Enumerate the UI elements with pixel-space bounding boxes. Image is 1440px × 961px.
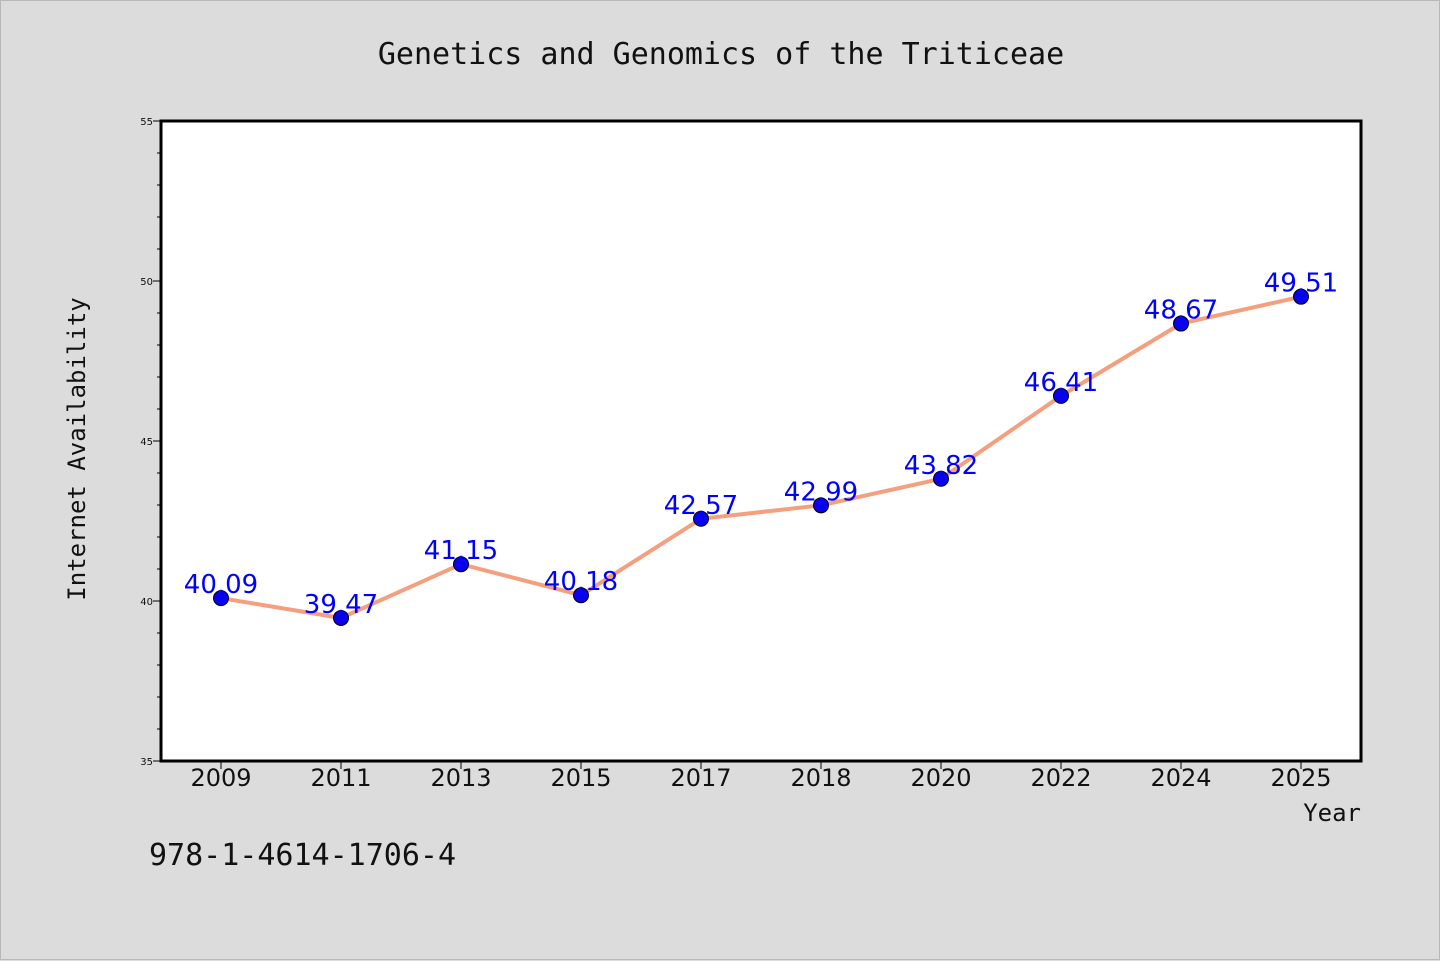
data-label: 41.15 — [424, 536, 498, 566]
x-tick-label: 2024 — [1150, 764, 1211, 792]
y-tick-label: 40 — [140, 597, 153, 608]
data-label: 46.41 — [1024, 368, 1098, 398]
x-axis-label: Year — [1303, 799, 1361, 827]
data-markers — [213, 288, 1309, 626]
data-point — [933, 470, 949, 487]
data-point — [333, 609, 349, 626]
isbn-annotation: 978-1-4614-1706-4 — [149, 838, 456, 873]
data-point — [1293, 288, 1309, 305]
data-point — [213, 590, 229, 607]
plot-frame — [159, 119, 1363, 763]
y-tick-label: 55 — [140, 117, 153, 128]
x-tick-label: 2018 — [790, 764, 851, 792]
plot-area — [161, 121, 1361, 761]
series-line — [219, 294, 1303, 620]
data-label: 39.47 — [304, 590, 378, 620]
chart-title: Genetics and Genomics of the Triticeae — [378, 37, 1064, 72]
x-tick-label: 2009 — [190, 764, 251, 792]
data-point — [453, 556, 469, 573]
data-label: 49.51 — [1264, 269, 1338, 299]
x-tick-label: 2011 — [310, 764, 371, 792]
y-tick-label: 35 — [140, 757, 153, 768]
data-label: 42.57 — [664, 491, 738, 521]
data-label: 48.67 — [1144, 296, 1218, 326]
data-point — [813, 497, 829, 514]
data-point — [573, 587, 589, 604]
x-tick-label: 2015 — [550, 764, 611, 792]
x-tick-label: 2022 — [1030, 764, 1091, 792]
x-tick-label: 2013 — [430, 764, 491, 792]
data-label: 40.18 — [544, 567, 618, 597]
x-tick-label: 2025 — [1270, 764, 1331, 792]
x-axis-ticks: 2009 2011 2013 2015 2017 2018 2020 2022 2024 2025 — [190, 761, 1332, 792]
data-label: 40.09 — [184, 570, 258, 600]
data-point — [1173, 315, 1189, 332]
data-point — [1053, 387, 1069, 404]
y-tick-label: 50 — [140, 277, 153, 288]
y-tick-label: 45 — [140, 437, 153, 448]
data-labels: 40.09 39.47 41.15 40.18 42.57 42.99 43.82 46.41… — [184, 269, 1338, 620]
y-axis-label: Internet Availability — [63, 297, 91, 600]
x-tick-label: 2017 — [670, 764, 731, 792]
data-label: 43.82 — [904, 451, 978, 481]
y-axis-ticks: 35 40 45 50 55 — [140, 117, 161, 768]
x-tick-label: 2020 — [910, 764, 971, 792]
data-label: 42.99 — [784, 477, 858, 507]
data-point — [693, 510, 709, 527]
